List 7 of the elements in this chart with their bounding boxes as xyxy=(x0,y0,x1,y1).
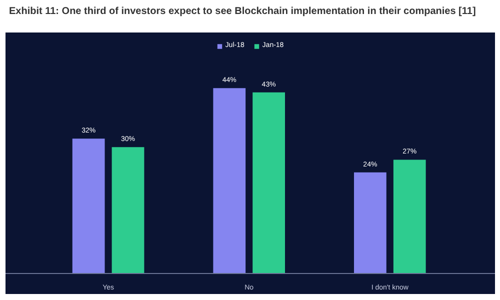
bar xyxy=(354,172,386,274)
bar xyxy=(252,92,285,274)
bar xyxy=(112,147,144,274)
bar xyxy=(213,88,246,274)
bar xyxy=(393,160,426,274)
bar xyxy=(72,138,105,274)
chart-title: Exhibit 11: One third of investors expect to see Blockchain implementation in their companies [11] xyxy=(9,5,476,19)
